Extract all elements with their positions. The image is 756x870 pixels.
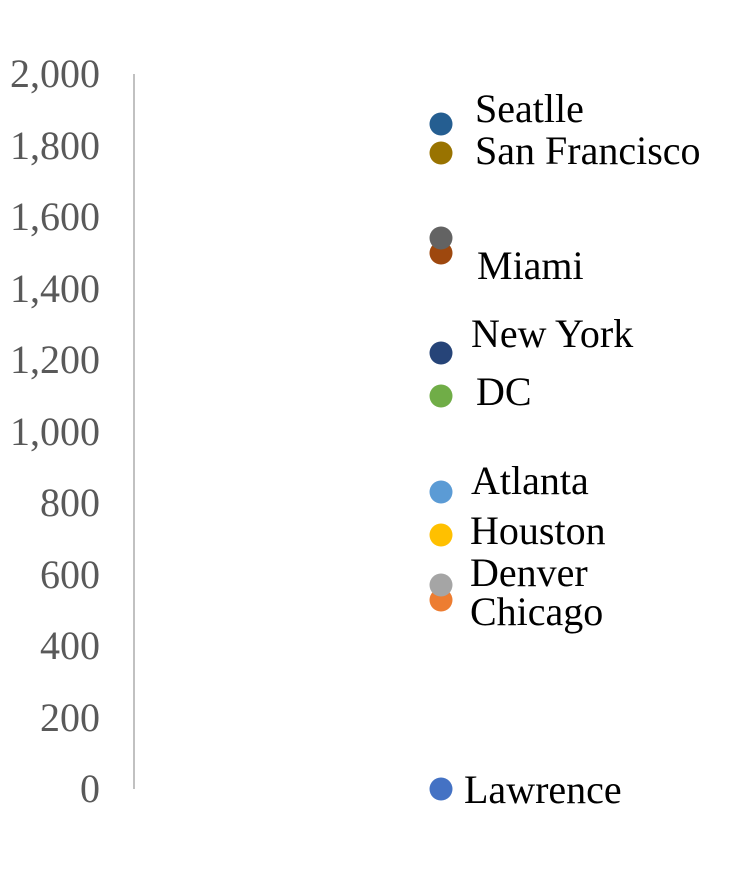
y-tick-label: 600: [40, 551, 100, 597]
y-tick-label: 0: [80, 766, 100, 811]
y-tick-label: 1,800: [10, 122, 100, 168]
y-tick-label: 1,600: [10, 194, 100, 239]
point-label: Seatlle: [475, 86, 584, 132]
point-label: San Francisco: [475, 127, 701, 173]
y-tick-label: 400: [40, 623, 100, 668]
scatter-point-houston: [429, 523, 453, 547]
y-tick-label: 1,400: [10, 265, 100, 311]
scatter-point-new-york: [429, 341, 453, 365]
point-label: Denver: [470, 550, 588, 596]
point-label: DC: [476, 368, 532, 414]
point-label: Atlanta: [471, 458, 589, 504]
y-axis-line: [133, 74, 135, 789]
scatter-point-dc: [429, 384, 453, 408]
y-tick-label: 1,000: [10, 408, 100, 454]
point-label: Lawrence: [464, 767, 622, 812]
scatter-point-atlanta: [429, 480, 453, 504]
y-tick-label: 200: [40, 694, 100, 740]
y-tick-label: 800: [40, 480, 100, 525]
scatter-point-lawrence: [429, 777, 453, 801]
scatter-point-unlabeled: [429, 226, 453, 250]
scatter-point-denver: [429, 573, 453, 597]
point-label: Chicago: [470, 588, 604, 634]
y-tick-label: 2,000: [10, 51, 100, 96]
point-label: New York: [471, 310, 634, 356]
scatter-point-san-francisco: [429, 141, 453, 165]
scatter-point-seatlle: [429, 112, 453, 136]
point-label: Houston: [470, 508, 606, 554]
y-tick-label: 1,200: [10, 337, 100, 382]
point-label: Miami: [477, 242, 584, 288]
